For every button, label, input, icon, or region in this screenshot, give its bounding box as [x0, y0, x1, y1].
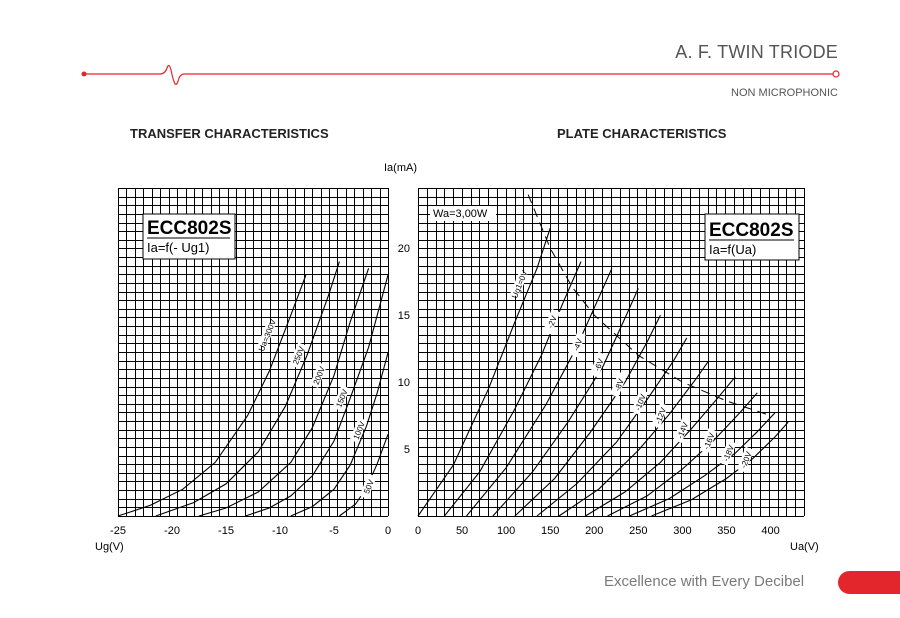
x-tick-label: -20 [164, 525, 180, 537]
series-line [558, 360, 710, 517]
series-label: 200V [312, 365, 328, 386]
transfer-legend-name: ECC802S [147, 218, 232, 239]
x-tick-label: -25 [110, 525, 126, 537]
series-line [629, 412, 776, 517]
series-line [443, 261, 582, 517]
series-label-bg [699, 428, 718, 454]
header-wave [159, 64, 185, 85]
x-tick-label: -5 [329, 525, 339, 537]
series-label-bg [510, 271, 528, 298]
transfer-legend: ECC802S Ia=f(- Ug1) [142, 213, 236, 260]
header-line-end-dot [832, 70, 840, 78]
x-tick-label: 150 [541, 525, 559, 537]
series-line [585, 376, 736, 517]
max-dissipation-curve [527, 194, 771, 417]
series-label-bg [289, 342, 307, 368]
plate-legend-name: ECC802S [709, 220, 794, 241]
transfer-legend-formula: Ia=f(- Ug1) [147, 240, 210, 255]
header-line [81, 64, 840, 85]
plate-xticks: 0 50 100 150 200 250 300 350 400 [415, 525, 780, 537]
series-label-bg [589, 351, 607, 378]
plate-yticks: 5 10 15 20 [398, 243, 410, 456]
plate-wa-annotation: Wa=3,00W [433, 208, 488, 220]
plate-legend: ECC802S Ia=f(Ua) [704, 213, 800, 261]
transfer-chart-title: TRANSFER CHARACTERISTICS [130, 126, 329, 141]
x-tick-label: 200 [585, 525, 603, 537]
series-line [155, 261, 340, 517]
x-tick-label: 350 [717, 525, 735, 537]
transfer-x-axis-label: Ug(V) [95, 541, 124, 553]
transfer-legend-box [142, 213, 236, 260]
series-label-bg [736, 446, 755, 473]
footer-tagline: Excellence with Every Decibel [604, 573, 805, 590]
series-line [466, 268, 613, 517]
plate-annotation-bg [430, 206, 496, 221]
plate-x-axis-label: Ua(V) [790, 541, 819, 553]
series-label-bg [651, 402, 669, 429]
plate-curves: Ug1=0V-2V-4V-6V-8V-10V-12V-14V-16V-18V -2… [417, 194, 789, 517]
series-line [536, 337, 688, 517]
series-line [117, 274, 307, 517]
series-line [492, 288, 639, 517]
plate-legend-formula: Ia=f(Ua) [709, 242, 756, 257]
series-label-bg [349, 417, 368, 443]
series-label-bg [332, 385, 350, 411]
y-tick-label: 5 [404, 444, 410, 456]
series-line [651, 421, 789, 517]
series-label-bg [542, 308, 561, 335]
y-tick-label: 10 [398, 377, 410, 389]
x-tick-label: -10 [272, 525, 288, 537]
x-tick-label: -15 [218, 525, 234, 537]
x-tick-label: 0 [415, 525, 421, 537]
header-line-start-dot [81, 71, 87, 77]
y-tick-label: 15 [398, 310, 410, 322]
x-tick-label: 250 [629, 525, 647, 537]
x-tick-label: 0 [385, 525, 391, 537]
shared-y-axis-label: Ia(mA) [384, 162, 417, 174]
series-label-bg [630, 389, 649, 415]
y-tick-label: 20 [398, 243, 410, 255]
series-label-bg [309, 362, 328, 389]
series-label-bg [673, 417, 691, 443]
series-label-bg [257, 322, 276, 348]
plate-annotation: Wa=3,00W [430, 206, 496, 221]
page-subtitle: NON MICROPHONIC [731, 87, 838, 99]
x-tick-label: 300 [673, 525, 691, 537]
series-line [607, 392, 758, 517]
series-label-bg [719, 440, 737, 466]
series-label-bg [359, 473, 377, 500]
footer-red-tab [838, 571, 900, 594]
plate-chart-title: PLATE CHARACTERISTICS [557, 126, 727, 141]
series-line [198, 268, 370, 517]
series-line [245, 274, 389, 517]
plate-chart: Ug1=0V-2V-4V-6V-8V-10V-12V-14V-16V-18V -2… [398, 188, 819, 553]
x-tick-label: 400 [761, 525, 779, 537]
series-line [290, 352, 389, 517]
page-title: A. F. TWIN TRIODE [675, 42, 838, 62]
series-line [514, 314, 661, 517]
series-label: Ug1=0V [510, 269, 530, 300]
series-label-bg [609, 371, 628, 398]
x-tick-label: 100 [497, 525, 515, 537]
series-label-bg [568, 331, 586, 358]
plate-legend-box [704, 213, 800, 261]
plate-grid [418, 188, 805, 517]
transfer-xticks: -25 -20 -15 -10 -5 0 [110, 525, 391, 537]
series-line [417, 228, 551, 517]
x-tick-label: 50 [456, 525, 468, 537]
